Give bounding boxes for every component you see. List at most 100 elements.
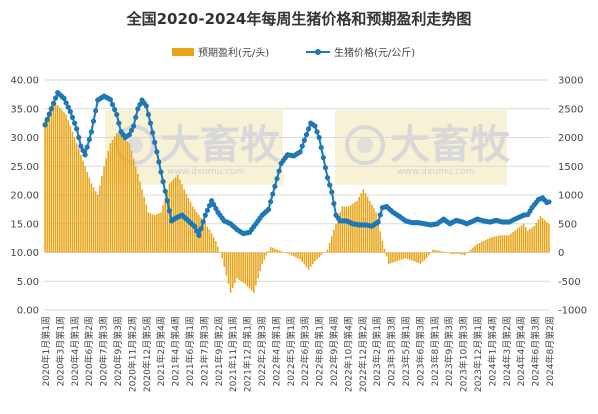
price-point bbox=[133, 114, 139, 120]
watermark-url: www.dxumu.com bbox=[167, 167, 244, 177]
profit-bar bbox=[480, 241, 483, 253]
y-right-tick-label: -1000 bbox=[558, 306, 587, 317]
profit-bar bbox=[381, 241, 384, 253]
x-tick-label: 2024年8月第2周 bbox=[544, 316, 556, 386]
price-point bbox=[69, 114, 76, 120]
profit-bar bbox=[105, 158, 107, 253]
price-point bbox=[318, 144, 324, 151]
profit-bar bbox=[162, 205, 164, 253]
profit-bar bbox=[84, 166, 86, 253]
legend-line-marker bbox=[315, 49, 321, 55]
profit-bar bbox=[107, 150, 110, 253]
y-left-tick-label: 15.00 bbox=[10, 219, 39, 230]
profit-bar bbox=[411, 252, 413, 261]
profit-bar bbox=[333, 229, 335, 253]
profit-bar bbox=[350, 205, 352, 253]
price-point bbox=[67, 109, 73, 115]
legend-bar-label: 预期盈利(元/头) bbox=[198, 47, 269, 59]
price-point bbox=[377, 212, 383, 218]
price-point bbox=[48, 106, 54, 112]
profit-bar bbox=[78, 149, 80, 253]
price-point bbox=[194, 228, 200, 234]
profit-bar bbox=[508, 235, 510, 253]
profit-bar bbox=[231, 252, 234, 288]
profit-bar bbox=[442, 251, 445, 253]
profit-bar bbox=[128, 143, 131, 253]
watermark-logo-icon bbox=[345, 125, 385, 165]
price-point bbox=[198, 225, 204, 232]
price-point bbox=[88, 129, 95, 135]
x-tick-label: 2024年3月第2周 bbox=[501, 316, 513, 386]
profit-bar bbox=[208, 229, 211, 253]
profit-bar bbox=[524, 227, 527, 253]
price-point bbox=[158, 169, 164, 175]
price-point bbox=[329, 189, 335, 195]
watermark-text: 大畜牧 bbox=[160, 122, 281, 168]
line-layer bbox=[42, 90, 552, 239]
profit-bar bbox=[65, 114, 67, 253]
profit-bar bbox=[240, 252, 242, 282]
profit-bar bbox=[293, 252, 295, 257]
profit-bar bbox=[543, 220, 546, 253]
profit-bar bbox=[149, 213, 152, 253]
profit-bar bbox=[238, 252, 240, 280]
profit-bar bbox=[54, 103, 57, 253]
profit-bar bbox=[337, 218, 339, 253]
profit-bar bbox=[535, 222, 538, 253]
price-point bbox=[160, 178, 166, 185]
profit-bar bbox=[269, 246, 272, 253]
profit-bar bbox=[495, 236, 497, 253]
profit-bar bbox=[459, 252, 462, 255]
profit-bar bbox=[274, 248, 276, 253]
profit-bar bbox=[510, 233, 512, 253]
profit-bar bbox=[406, 252, 409, 259]
price-point bbox=[126, 132, 132, 138]
price-point bbox=[546, 199, 552, 205]
profit-bar bbox=[225, 252, 228, 276]
profit-bar bbox=[124, 139, 126, 253]
profit-bar bbox=[478, 242, 481, 253]
profit-bar bbox=[322, 252, 325, 254]
price-point bbox=[109, 101, 116, 108]
price-point bbox=[128, 127, 135, 133]
profit-bar bbox=[61, 109, 63, 253]
price-point bbox=[324, 175, 331, 181]
y-left-tick-label: 10.00 bbox=[10, 248, 39, 259]
profit-bar bbox=[423, 252, 426, 261]
x-tick-label: 2020年3月第1周 bbox=[54, 316, 66, 386]
profit-bar bbox=[546, 222, 548, 253]
profit-bar bbox=[497, 235, 500, 253]
price-point bbox=[63, 100, 69, 106]
price-point bbox=[131, 123, 137, 129]
profit-bar bbox=[491, 236, 493, 253]
profit-bar bbox=[470, 249, 472, 253]
price-point bbox=[154, 149, 160, 155]
profit-bar bbox=[212, 237, 215, 253]
profit-bar bbox=[345, 206, 348, 253]
y-left-tick-label: 5.00 bbox=[17, 277, 39, 288]
price-point bbox=[82, 152, 88, 158]
profit-bar bbox=[183, 189, 185, 253]
profit-bar bbox=[73, 137, 76, 253]
profit-bar bbox=[299, 252, 301, 260]
profit-bar bbox=[126, 141, 129, 253]
x-tick-label: 2020年11月第2周 bbox=[126, 316, 138, 392]
profit-bar bbox=[280, 251, 282, 253]
x-tick-label: 2024年6月第3周 bbox=[530, 316, 542, 386]
profit-bar bbox=[335, 223, 337, 253]
y-right-tick-label: -500 bbox=[558, 277, 581, 288]
profit-bar bbox=[206, 226, 209, 253]
profit-bar bbox=[474, 245, 476, 253]
profit-bar bbox=[430, 252, 432, 253]
profit-bar bbox=[172, 179, 175, 253]
profit-bar bbox=[80, 154, 82, 253]
profit-bar bbox=[539, 216, 542, 253]
profit-bar bbox=[90, 183, 93, 253]
y-left-tick-label: 40.00 bbox=[10, 76, 39, 87]
price-point bbox=[80, 147, 86, 154]
price-point bbox=[44, 116, 50, 123]
price-point bbox=[46, 111, 52, 117]
profit-bar bbox=[387, 252, 390, 264]
price-point bbox=[303, 132, 310, 138]
